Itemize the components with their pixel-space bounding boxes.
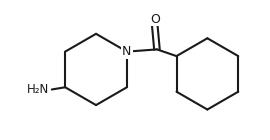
Text: O: O: [150, 13, 160, 26]
Text: H₂N: H₂N: [27, 83, 50, 96]
Text: N: N: [122, 45, 131, 58]
